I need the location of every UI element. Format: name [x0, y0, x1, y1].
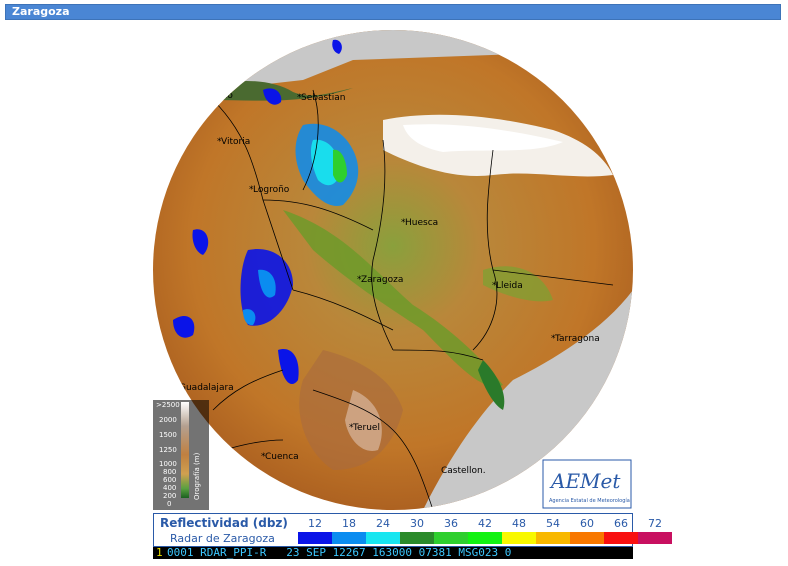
city-guadalajara: Guadalajara: [179, 383, 234, 393]
aemet-logo: AEMet Agencia Estatal de Meteorología: [542, 459, 632, 509]
city-castellon: Castellon.: [441, 466, 486, 476]
status-marker: 1: [156, 547, 163, 559]
legend-swatch-24: [366, 532, 400, 544]
oro-tick-200: 200: [163, 492, 176, 500]
orography-label: Orografía (m): [193, 452, 201, 500]
city-vitoria: Vitoria: [221, 137, 250, 147]
legend-swatch-30: [400, 532, 434, 544]
reflectivity-legend: Reflectividad (dbz) Radar de Zaragoza 12…: [153, 513, 672, 547]
legend-swatch-66: [604, 532, 638, 544]
svg-text:*: *: [492, 281, 497, 291]
legend-title: Reflectividad (dbz): [160, 516, 288, 530]
svg-text:*: *: [261, 452, 266, 462]
legend-subtitle: Radar de Zaragoza: [170, 532, 275, 545]
legend-swatch-60: [570, 532, 604, 544]
legend-value-30: 30: [410, 517, 424, 530]
city-sebastian: Sebastian: [301, 93, 345, 103]
oro-tick-1500: 1500: [159, 431, 177, 439]
city-cuenca: Cuenca: [265, 452, 299, 462]
legend-swatch-36: [434, 532, 468, 544]
svg-text:*: *: [401, 218, 406, 228]
oro-tick-2500: >2500: [156, 401, 180, 409]
city-lleida: Lleida: [496, 281, 523, 291]
aemet-brand: AEMet: [549, 469, 621, 493]
legend-value-54: 54: [546, 517, 560, 530]
oro-tick-1000: 1000: [159, 460, 177, 468]
page-title: Zaragoza: [12, 5, 70, 18]
legend-value-72: 72: [648, 517, 662, 530]
oro-tick-0: 0: [167, 500, 171, 508]
copyright-symbol: ©: [157, 35, 166, 45]
legend-value-18: 18: [342, 517, 356, 530]
oro-tick-2000: 2000: [159, 416, 177, 424]
svg-text:*: *: [217, 137, 222, 147]
legend-swatch-48: [502, 532, 536, 544]
copyright-text: Agencia Estatal de Meteorología: [171, 35, 317, 45]
legend-value-24: 24: [376, 517, 390, 530]
oro-tick-400: 400: [163, 484, 176, 492]
legend-value-48: 48: [512, 517, 526, 530]
ebro-valley: [283, 210, 503, 387]
legend-swatch-18: [332, 532, 366, 544]
city-tarragona: Tarragona: [554, 334, 600, 344]
legend-value-36: 36: [444, 517, 458, 530]
city-zaragoza: Zaragoza: [361, 275, 403, 285]
radar-map: Bilbao Sebastian Vitoria Logroño Huesca …: [153, 30, 633, 510]
svg-text:*: *: [297, 93, 302, 103]
legend-swatch-54: [536, 532, 570, 544]
city-huesca: Huesca: [405, 218, 438, 228]
orography-scale: >2500 2000 1500 1250 1000 800 600 400 20…: [153, 400, 209, 510]
status-text: 0001 RDAR_PPI-R 23 SEP 12267 163000 0738…: [167, 547, 512, 559]
legend-swatch-42: [468, 532, 502, 544]
legend-swatch-12: [298, 532, 332, 544]
oro-tick-1250: 1250: [159, 446, 177, 454]
legend-value-66: 66: [614, 517, 628, 530]
svg-text:*: *: [551, 334, 556, 344]
svg-text:*: *: [349, 423, 354, 433]
radar-echoes: [173, 39, 359, 385]
city-logrono: Logroño: [253, 185, 290, 195]
legend-value-42: 42: [478, 517, 492, 530]
svg-text:*: *: [357, 275, 362, 285]
title-bar: Zaragoza: [5, 4, 781, 20]
status-bar: 1 0001 RDAR_PPI-R 23 SEP 12267 163000 07…: [153, 547, 633, 559]
legend-value-12: 12: [308, 517, 322, 530]
legend-swatch-72: [638, 532, 672, 544]
oro-tick-600: 600: [163, 476, 176, 484]
aemet-caption: Agencia Estatal de Meteorología: [549, 497, 630, 504]
legend-value-60: 60: [580, 517, 594, 530]
svg-text:*: *: [249, 185, 254, 195]
oro-tick-800: 800: [163, 468, 176, 476]
radar-svg: Bilbao Sebastian Vitoria Logroño Huesca …: [153, 30, 633, 510]
city-teruel: Teruel: [352, 423, 380, 433]
